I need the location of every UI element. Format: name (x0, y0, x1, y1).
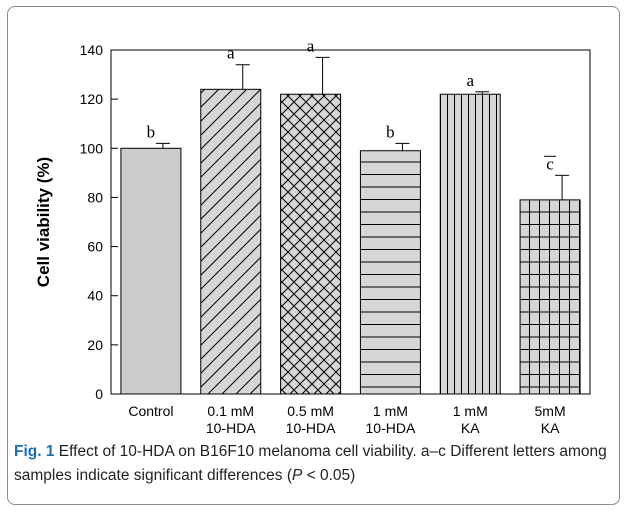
x-tick-label: 10-HDA (366, 420, 416, 436)
x-tick-label: 5mM (535, 403, 566, 419)
caption-text: Effect of 10-HDA on B16F10 melanoma cell… (14, 443, 607, 484)
plot-area: 0 20 40 60 80 100 120 140 Cell viability (%) b Con… (34, 36, 591, 436)
y-tick-label: 0 (95, 386, 103, 402)
bar (519, 199, 581, 395)
significance-letter: a (307, 36, 315, 55)
y-tick-label: 120 (80, 91, 104, 107)
caption-label: Fig. 1 (14, 443, 55, 460)
y-tick-label: 140 (80, 42, 104, 58)
significance-letter: c (546, 154, 554, 173)
y-tick-label: 40 (87, 288, 103, 304)
y-axis-label: Cell viability (%) (34, 157, 53, 287)
bar (359, 150, 421, 395)
x-tick-label: KA (541, 420, 560, 436)
x-tick-label: KA (461, 420, 480, 436)
significance-letter: a (227, 44, 235, 63)
x-tick-label: 1 mM (453, 403, 488, 419)
bar-chart: 0 20 40 60 80 100 120 140 Cell viability (%) b Con… (34, 36, 591, 436)
x-tick-label: Control (128, 403, 173, 419)
bar (280, 93, 342, 395)
x-tick-label: 10-HDA (286, 420, 336, 436)
significance-letter: b (386, 122, 395, 141)
x-tick-label: 1 mM (373, 403, 408, 419)
x-tick-label: 10-HDA (206, 420, 256, 436)
x-tick-label: 0.5 mM (287, 403, 334, 419)
caption-italic: P (292, 467, 303, 484)
significance-letter: a (466, 71, 474, 90)
plot-frame (110, 49, 591, 395)
bar (439, 93, 501, 395)
y-tick-label: 20 (87, 337, 103, 353)
bar (120, 147, 182, 395)
y-tick-label: 60 (87, 239, 103, 255)
x-tick-label: 0.1 mM (207, 403, 254, 419)
y-tick-label: 100 (80, 140, 104, 156)
significance-letter: b (147, 122, 156, 141)
y-tick-label: 80 (87, 189, 103, 205)
bar (200, 88, 262, 395)
figure-caption: Fig. 1 Effect of 10-HDA on B16F10 melano… (14, 440, 614, 488)
caption-text-end: < 0.05) (302, 467, 356, 484)
